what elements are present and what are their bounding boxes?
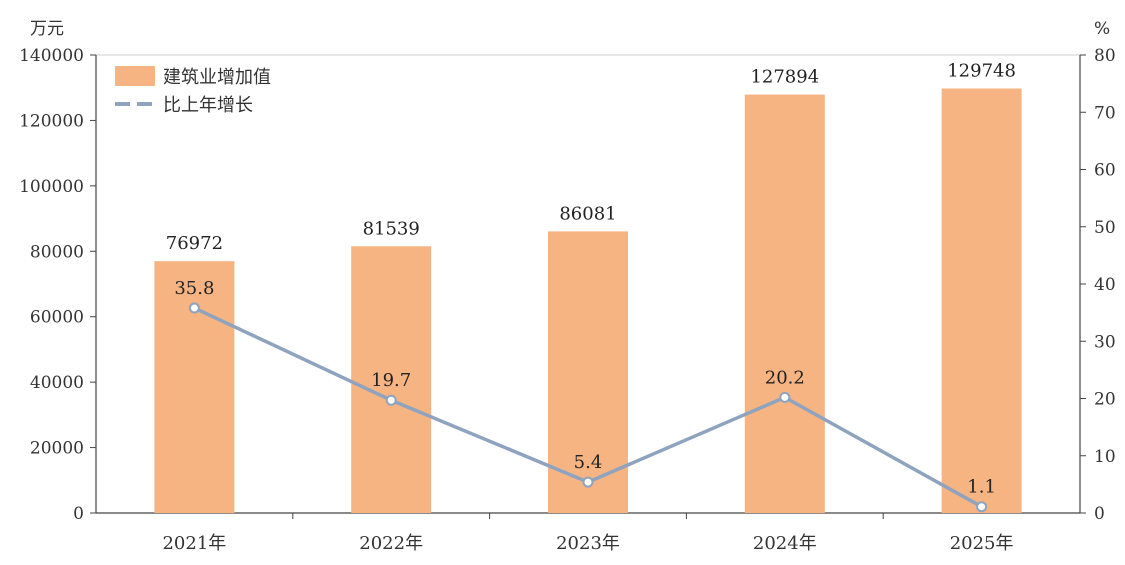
bar-data-label: 127894: [750, 67, 819, 88]
bar: [548, 231, 628, 513]
line-data-label: 5.4: [574, 452, 603, 473]
legend-line-label: 比上年增长: [163, 95, 253, 116]
bar-data-label: 81539: [363, 218, 420, 239]
line-data-label: 19.7: [371, 370, 411, 391]
y-right-tick-labels: 0 10 20 30 40 50 60 70 80: [1080, 46, 1116, 524]
y-left-unit: 万元: [30, 19, 64, 39]
y-right-tick-label: 50: [1094, 218, 1116, 238]
category-label: 2025年: [950, 533, 1014, 554]
bar: [744, 94, 825, 513]
y-right-tick-label: 10: [1094, 447, 1116, 467]
legend-bar-label: 建筑业增加值: [163, 67, 271, 88]
category-label: 2024年: [753, 533, 817, 554]
bar-series: [154, 88, 1022, 514]
line-data-label: 35.8: [174, 278, 214, 299]
y-left-tick-label: 140000: [19, 46, 84, 66]
y-left-tick-labels: 0 20000 40000 60000 80000 100000 120000 140000: [19, 46, 96, 524]
category-labels: 2021年 2022年 2023年 2024年 2025年: [162, 533, 1013, 554]
y-left-tick-label: 0: [73, 504, 84, 524]
bar-data-labels: 76972 81539 86081 127894 129748: [166, 61, 1016, 255]
y-right-tick-label: 30: [1094, 332, 1116, 352]
category-label: 2022年: [359, 533, 423, 554]
x-tick-marks: [292, 513, 884, 519]
category-label: 2023年: [556, 533, 620, 554]
line-data-label: 20.2: [765, 367, 805, 388]
line-point: [385, 394, 397, 406]
line-point: [976, 501, 988, 513]
line-data-label: 1.1: [967, 477, 996, 498]
category-label: 2021年: [162, 533, 226, 554]
bar-data-label: 86081: [559, 203, 616, 224]
y-right-unit: %: [1094, 19, 1110, 39]
y-right-tick-label: 80: [1094, 46, 1116, 66]
y-right-tick-label: 60: [1094, 161, 1116, 181]
line-point: [188, 302, 200, 314]
bar: [941, 88, 1022, 513]
y-left-tick-label: 60000: [30, 308, 84, 328]
y-left-tick-label: 20000: [30, 439, 84, 459]
line-series: [188, 302, 988, 513]
y-right-tick-label: 20: [1094, 390, 1116, 410]
y-right-tick-label: 70: [1094, 103, 1116, 123]
bar: [351, 246, 432, 514]
y-left-tick-label: 80000: [30, 242, 84, 262]
line-point: [779, 391, 791, 403]
legend-bar-swatch: [115, 66, 155, 86]
y-right-tick-label: 0: [1094, 504, 1105, 524]
bar-data-label: 129748: [947, 61, 1016, 82]
line-data-labels: 35.8 19.7 5.4 20.2 1.1: [174, 278, 996, 498]
legend: 建筑业增加值 比上年增长: [115, 66, 271, 116]
y-right-tick-label: 40: [1094, 275, 1116, 295]
bar-data-label: 76972: [166, 233, 223, 254]
y-left-tick-label: 100000: [19, 177, 84, 197]
line-point: [582, 476, 594, 488]
y-left-tick-label: 120000: [19, 111, 84, 131]
y-left-tick-label: 40000: [30, 373, 84, 393]
